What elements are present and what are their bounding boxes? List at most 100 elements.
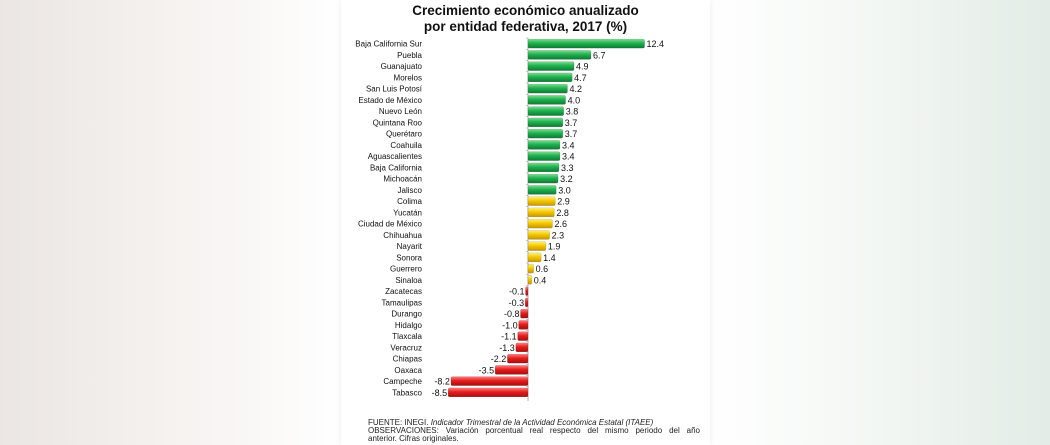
value-label: -3.5 [479, 365, 495, 375]
value-label: -1.1 [501, 332, 517, 342]
bar [525, 286, 529, 296]
category-label: Guanajuato [381, 62, 423, 71]
bar [494, 365, 529, 375]
value-label: 3.2 [560, 174, 573, 184]
category-label: Colima [397, 197, 422, 206]
value-label: 6.7 [593, 50, 606, 60]
chart-card: Crecimiento económico anualizado por ent… [341, 0, 710, 445]
category-label: Querétaro [386, 130, 423, 139]
category-label: Hidalgo [395, 321, 423, 330]
bar [527, 252, 542, 263]
value-label: -1.0 [502, 320, 518, 330]
category-label: Estado de México [358, 96, 422, 105]
observation-word: mismo [605, 426, 629, 435]
source-note: FUENTE: INEGI. Indicador Trimestral de l… [368, 418, 653, 427]
value-label: 3.8 [566, 107, 579, 117]
category-label: Zacatecas [385, 287, 422, 296]
observation-word: porcentual [485, 426, 523, 435]
bar [527, 140, 561, 150]
bar-chart: Baja California Sur 12.4 Puebla 6.7 Guanajua… [355, 37, 665, 401]
observations-line-2: anterior. Cifras originales. [368, 434, 459, 443]
bar [527, 275, 532, 285]
source-prefix: FUENTE: INEGI. [368, 418, 429, 427]
value-label: 4.9 [576, 62, 589, 72]
category-label: San Luis Potosí [366, 85, 423, 94]
value-label: 4.0 [568, 95, 581, 105]
category-label: Puebla [397, 51, 422, 60]
bar [527, 185, 557, 195]
value-label: 3.4 [562, 152, 575, 162]
category-label: Durango [391, 310, 422, 319]
category-label: Tlaxcala [392, 332, 422, 341]
observation-word: respecto [549, 426, 581, 435]
bar [527, 162, 560, 173]
observations-line-1: OBSERVACIONES: Variación porcentual real res… [368, 426, 700, 435]
bar [527, 196, 556, 206]
category-label: Nuevo León [379, 107, 422, 116]
bar [520, 308, 529, 319]
bar [515, 342, 529, 353]
value-label: 2.8 [556, 208, 569, 218]
value-label: 2.3 [552, 230, 565, 240]
bar [518, 320, 529, 330]
value-label: 3.7 [565, 118, 578, 128]
category-label: Sonora [396, 253, 422, 262]
category-label: Sinaloa [395, 276, 422, 285]
bar [527, 95, 566, 105]
bar [527, 173, 559, 184]
category-label: Oaxaca [394, 366, 422, 375]
category-label: Morelos [394, 73, 422, 82]
value-label: -8.5 [432, 388, 448, 398]
value-label: 0.6 [536, 264, 549, 274]
value-label: 3.4 [562, 140, 575, 150]
chart-title: Crecimiento económico anualizado [412, 3, 639, 18]
category-label: Michoacán [383, 175, 422, 184]
bar [527, 61, 575, 71]
bar [527, 83, 568, 94]
value-label: 12.4 [647, 39, 665, 49]
value-label: 4.2 [569, 84, 582, 94]
category-label: Guerrero [390, 265, 423, 274]
observation-word: real [529, 426, 543, 435]
bar [524, 297, 529, 308]
category-label: Baja California [370, 163, 423, 172]
value-label: 4.7 [574, 73, 587, 83]
bar [450, 376, 529, 386]
value-label: -0.3 [509, 298, 525, 308]
observation-word: del [587, 426, 599, 435]
source-title: Indicador Trimestral de la Actividad Eco… [430, 418, 654, 427]
bar [527, 72, 573, 83]
chart-subtitle: por entidad federativa, 2017 (%) [423, 19, 628, 34]
category-label: Chihuahua [383, 231, 422, 240]
bar [527, 230, 550, 240]
bar [527, 207, 555, 218]
bar [507, 353, 529, 364]
value-label: 0.4 [534, 275, 547, 285]
category-label: Chiapas [393, 355, 422, 364]
bar [527, 218, 553, 229]
category-label: Quintana Roo [373, 118, 423, 127]
bar [527, 151, 561, 161]
bar [527, 117, 563, 128]
bar [527, 128, 563, 139]
category-label: Tabasco [392, 388, 422, 397]
bar [527, 106, 564, 116]
value-label: 1.9 [548, 242, 561, 252]
observation-word: periodo [635, 426, 663, 435]
value-label: -8.2 [434, 377, 450, 387]
observation-word: Variación [445, 426, 479, 435]
value-label: -2.2 [491, 354, 507, 364]
bar [447, 387, 529, 398]
value-label: 1.4 [543, 253, 556, 263]
observation-word: OBSERVACIONES: [368, 426, 439, 435]
value-label: 2.6 [554, 219, 567, 229]
bar [527, 50, 592, 60]
bar [527, 241, 547, 251]
value-label: -1.3 [499, 343, 515, 353]
category-label: Nayarit [397, 242, 423, 251]
category-label: Tamaulipas [382, 298, 422, 307]
value-label: -0.8 [504, 309, 520, 319]
bar [517, 331, 529, 341]
category-label: Jalisco [398, 186, 423, 195]
category-label: Campeche [383, 377, 422, 386]
